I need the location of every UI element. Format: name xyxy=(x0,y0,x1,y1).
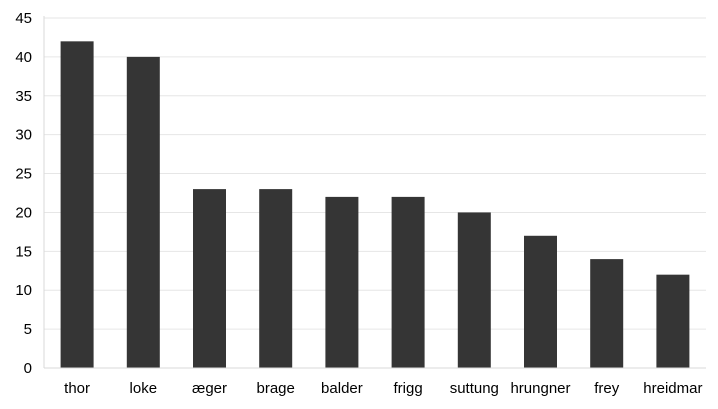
bar-hreidmar xyxy=(656,274,690,368)
y-tick-labels: 0 5 10 15 20 25 30 35 40 45 xyxy=(15,10,32,377)
x-tick-label: brage xyxy=(257,380,295,397)
y-tick-label: 35 xyxy=(15,88,32,105)
y-tick-label: 45 xyxy=(15,10,32,27)
bar-æger xyxy=(193,189,226,368)
bar-loke xyxy=(126,56,160,368)
x-tick-label: hrungner xyxy=(510,380,570,397)
bar-brage xyxy=(259,189,293,368)
y-tick-label: 25 xyxy=(15,166,32,183)
bar-frey xyxy=(590,259,624,368)
y-tick-label: 40 xyxy=(15,49,32,66)
bar-hrungner xyxy=(524,235,557,368)
y-tick-label: 20 xyxy=(15,204,32,221)
y-tick-label: 15 xyxy=(15,243,32,260)
x-tick-label: suttung xyxy=(450,380,499,397)
x-tick-label: æger xyxy=(192,380,227,397)
bar-thor xyxy=(60,41,94,368)
bar-frigg xyxy=(391,196,425,368)
bar-suttung xyxy=(457,212,491,368)
x-tick-label: hreidmar xyxy=(643,380,702,397)
y-tick-label: 0 xyxy=(24,360,32,377)
x-tick-label: thor xyxy=(64,380,90,397)
bar-balder xyxy=(325,196,359,368)
x-tick-label: balder xyxy=(321,380,363,397)
y-tick-label: 5 xyxy=(24,321,32,338)
x-tick-labels: thor loke æger brage balder frigg suttung hrung… xyxy=(64,380,702,397)
x-tick-label: frigg xyxy=(394,380,423,397)
bars xyxy=(60,41,690,368)
axes xyxy=(43,16,706,369)
x-tick-label: loke xyxy=(130,380,158,397)
x-tick-label: frey xyxy=(594,380,620,397)
y-tick-label: 30 xyxy=(15,127,32,144)
y-tick-label: 10 xyxy=(15,282,32,299)
